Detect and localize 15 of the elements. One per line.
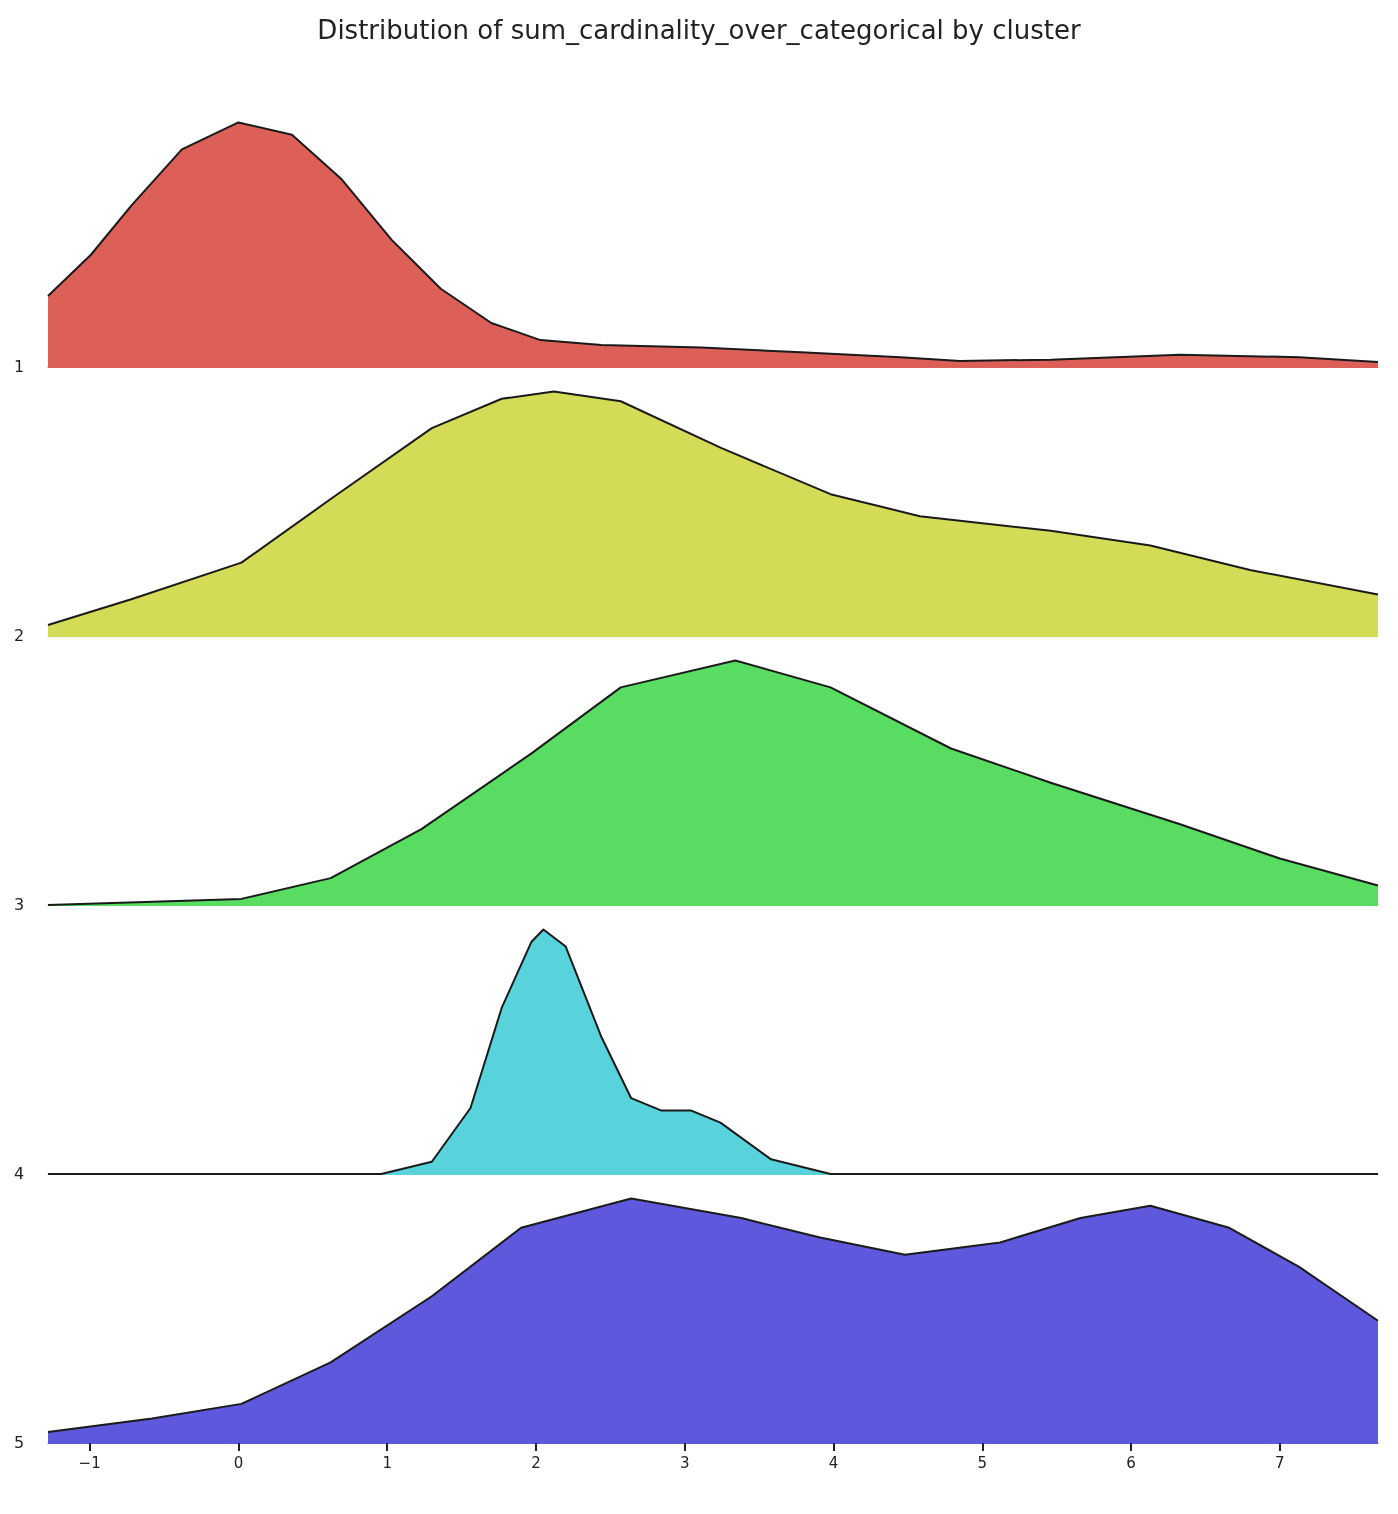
x-tick-label: 5 [977, 1453, 988, 1472]
chart-title: Distribution of sum_cardinality_over_categorical by cluster [317, 15, 1081, 45]
x-tick-label: 7 [1275, 1453, 1285, 1472]
y-axis-title: 3 [14, 894, 25, 914]
x-tick-label: 2 [531, 1453, 541, 1472]
x-tick-label: −1 [78, 1453, 101, 1472]
y-axis-title: 5 [14, 1432, 25, 1452]
x-tick-label: 4 [828, 1453, 839, 1472]
y-axis-title: 2 [14, 625, 25, 645]
y-axis-title: 4 [14, 1163, 25, 1183]
x-tick-label: 1 [382, 1453, 392, 1472]
x-tick-label: 3 [679, 1453, 690, 1472]
y-axis-title: 1 [14, 356, 25, 376]
x-tick-label: 6 [1126, 1453, 1136, 1472]
x-tick-label: 0 [233, 1453, 244, 1472]
